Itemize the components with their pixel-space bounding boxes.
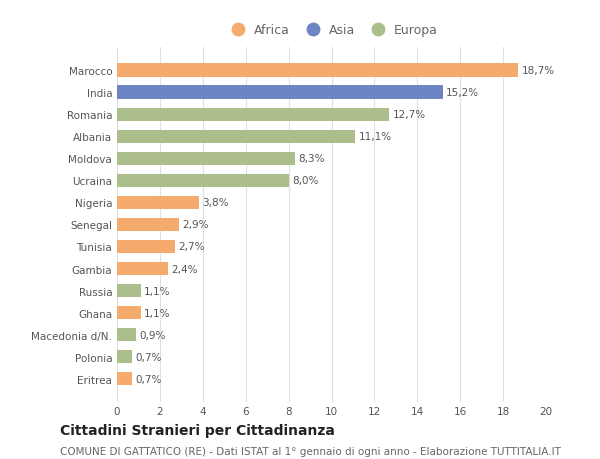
Text: COMUNE DI GATTATICO (RE) - Dati ISTAT al 1° gennaio di ogni anno - Elaborazione : COMUNE DI GATTATICO (RE) - Dati ISTAT al… (60, 447, 561, 456)
Bar (117, 196, 199, 209)
Text: 3,8%: 3,8% (202, 198, 228, 208)
Text: 1,1%: 1,1% (144, 286, 170, 296)
Legend: Africa, Asia, Europa: Africa, Asia, Europa (220, 19, 443, 42)
Bar (117, 241, 175, 253)
Bar (117, 372, 132, 386)
Bar (117, 174, 289, 187)
Bar (117, 152, 295, 166)
Bar (117, 108, 389, 122)
Text: 0,7%: 0,7% (135, 352, 161, 362)
Text: 2,4%: 2,4% (172, 264, 198, 274)
Bar (117, 328, 136, 341)
Bar (117, 263, 169, 275)
Text: 11,1%: 11,1% (358, 132, 391, 142)
Text: 15,2%: 15,2% (446, 88, 479, 98)
Bar (117, 64, 518, 78)
Text: 0,9%: 0,9% (140, 330, 166, 340)
Text: 1,1%: 1,1% (144, 308, 170, 318)
Bar (117, 130, 355, 144)
Text: 2,7%: 2,7% (178, 242, 205, 252)
Bar (117, 284, 140, 297)
Text: 2,9%: 2,9% (182, 220, 209, 230)
Bar (117, 86, 443, 100)
Text: 12,7%: 12,7% (392, 110, 426, 120)
Bar (117, 218, 179, 231)
Text: Cittadini Stranieri per Cittadinanza: Cittadini Stranieri per Cittadinanza (60, 423, 335, 437)
Text: 8,0%: 8,0% (292, 176, 318, 186)
Bar (117, 306, 140, 319)
Bar (117, 350, 132, 364)
Text: 18,7%: 18,7% (521, 66, 554, 76)
Text: 0,7%: 0,7% (135, 374, 161, 384)
Text: 8,3%: 8,3% (298, 154, 325, 164)
